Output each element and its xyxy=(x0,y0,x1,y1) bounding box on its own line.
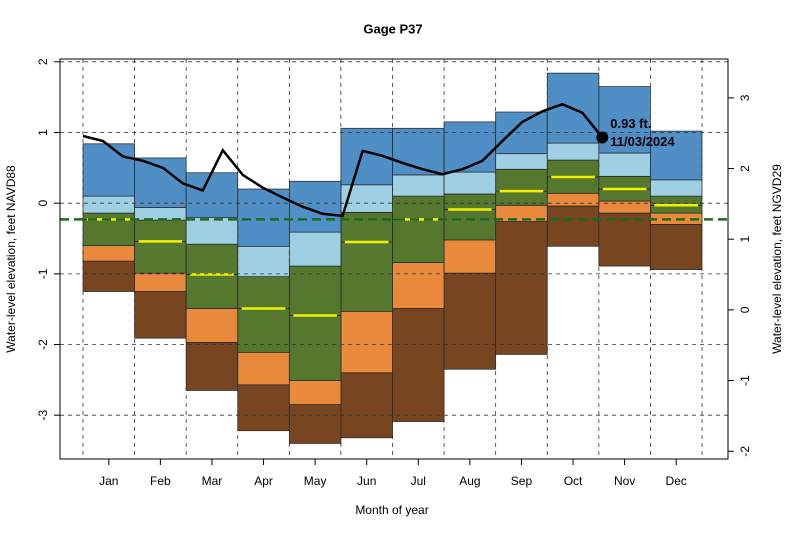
percentile-band xyxy=(185,274,239,309)
y2-tick-label: 0 xyxy=(738,306,752,313)
percentile-band xyxy=(288,231,342,267)
x-tick-label: Sep xyxy=(511,474,533,488)
x-tick-label: Jul xyxy=(411,474,426,488)
percentile-band xyxy=(650,130,703,181)
percentile-band xyxy=(134,157,187,208)
y2-tick-label: 3 xyxy=(738,94,752,101)
percentile-band xyxy=(650,195,703,206)
percentile-band xyxy=(237,308,290,353)
percentile-band xyxy=(288,180,342,233)
y-tick-label: -2 xyxy=(36,339,50,350)
percentile-band xyxy=(185,342,239,391)
percentile-band xyxy=(495,111,548,155)
percentile-band xyxy=(288,265,342,316)
percentile-band xyxy=(392,308,445,422)
percentile-band xyxy=(598,152,651,177)
percentile-band xyxy=(237,276,290,309)
y-axis-label: Water-level elevation, feet NAVD88 xyxy=(4,165,18,353)
x-tick-label: Jan xyxy=(99,474,118,488)
percentile-band xyxy=(443,121,497,173)
y-tick-label: -3 xyxy=(36,410,50,421)
y2-tick-label: 1 xyxy=(738,236,752,243)
percentile-band xyxy=(392,219,445,263)
chart-title: Gage P37 xyxy=(363,21,422,36)
percentile-band xyxy=(340,372,393,439)
percentile-band xyxy=(288,315,342,381)
percentile-band xyxy=(185,172,239,218)
percentile-band xyxy=(598,212,651,267)
percentile-band xyxy=(134,291,187,339)
percentile-band xyxy=(546,159,600,178)
y-tick-label: 1 xyxy=(36,129,50,136)
percentile-band xyxy=(134,219,187,242)
percentile-band xyxy=(650,224,703,270)
percentile-band xyxy=(82,143,135,197)
percentile-band xyxy=(340,310,393,374)
percentile-band xyxy=(598,188,651,202)
percentile-band xyxy=(340,212,393,243)
percentile-band xyxy=(185,216,239,245)
plot-frame xyxy=(59,58,729,460)
percentile-band xyxy=(340,241,393,312)
annotation-date: 11/03/2024 xyxy=(610,134,675,149)
x-tick-label: Apr xyxy=(254,474,273,488)
y2-axis-label: Water-level elevation, feet NGVD29 xyxy=(770,164,784,354)
x-tick-label: May xyxy=(304,474,327,488)
x-tick-label: Jun xyxy=(357,474,376,488)
percentile-band xyxy=(495,153,548,170)
x-tick-label: Oct xyxy=(564,474,583,488)
percentile-band xyxy=(546,176,600,194)
percentile-band xyxy=(443,209,497,241)
x-tick-label: Mar xyxy=(202,474,223,488)
x-tick-label: Nov xyxy=(614,474,635,488)
percentile-band xyxy=(185,243,239,275)
percentile-band xyxy=(288,404,342,444)
annotation-value: 0.93 ft. xyxy=(610,116,651,131)
percentile-band xyxy=(82,245,135,262)
y2-tick-label: -1 xyxy=(738,375,752,386)
y-tick-label: -1 xyxy=(36,268,50,279)
percentile-band xyxy=(443,193,497,210)
percentile-band xyxy=(237,384,290,432)
percentile-band xyxy=(134,240,187,274)
y-tick-label: 2 xyxy=(36,58,50,65)
percentile-band xyxy=(392,174,445,197)
y-tick-label: 0 xyxy=(36,200,50,207)
percentile-band xyxy=(443,239,497,274)
percentile-band xyxy=(288,380,342,405)
y2-tick-label: 2 xyxy=(738,165,752,172)
percentile-band xyxy=(237,188,290,247)
percentile-band xyxy=(237,245,290,278)
percentile-band xyxy=(134,272,187,292)
percentile-band xyxy=(82,219,135,246)
x-axis-label: Month of year xyxy=(355,503,428,517)
current-point xyxy=(596,131,609,144)
percentile-band xyxy=(650,179,703,197)
percentile-band xyxy=(495,168,548,192)
percentile-band xyxy=(237,351,290,386)
x-tick-label: Dec xyxy=(666,474,687,488)
percentile-band xyxy=(495,221,548,355)
percentile-band xyxy=(598,86,651,154)
percentile-band xyxy=(443,171,497,195)
percentile-band xyxy=(82,195,135,214)
percentile-band xyxy=(546,142,600,161)
percentile-band xyxy=(392,262,445,309)
percentile-band xyxy=(546,192,600,207)
percentile-band xyxy=(546,205,600,247)
percentile-band xyxy=(185,308,239,343)
percentile-band xyxy=(392,195,445,220)
percentile-band xyxy=(443,272,497,370)
percentile-band xyxy=(82,260,135,292)
x-tick-label: Aug xyxy=(459,474,480,488)
y2-tick-label: -2 xyxy=(738,446,752,457)
percentile-band xyxy=(598,175,651,190)
x-tick-label: Feb xyxy=(150,474,171,488)
water-level-line xyxy=(82,102,604,218)
